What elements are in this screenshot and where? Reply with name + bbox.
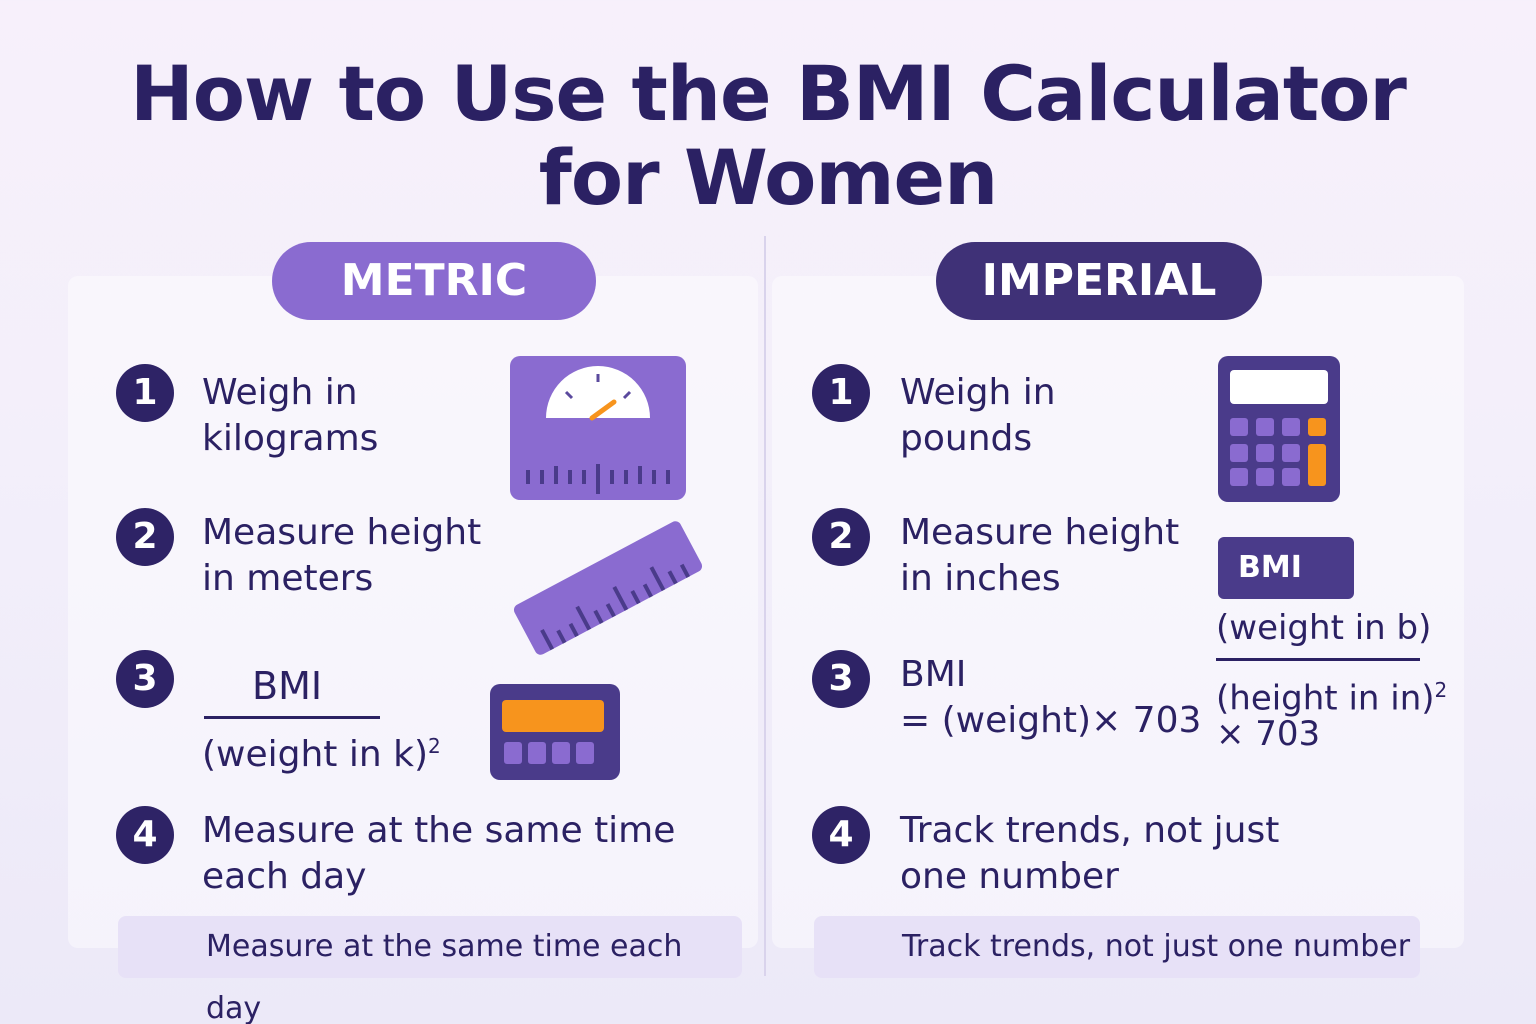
imperial-tip: Track trends, not just one number [814,916,1420,978]
metric-step-4-line1: Measure at the same time [202,810,676,851]
imperial-formula-multiplier: × 703 [1216,714,1321,754]
metric-step-2: Measure height in meters [202,510,481,602]
imperial-step-4: Track trends, not just one number [900,808,1279,900]
calculator-icon [490,684,620,780]
imperial-step-2: Measure height in inches [900,510,1179,602]
imperial-formula-numerator: (weight in b) [1216,608,1432,648]
step-number-4: 4 [812,806,870,864]
metric-formula-bar [204,716,380,719]
step-number-1: 1 [116,364,174,422]
imperial-step-1-line2: pounds [900,418,1033,459]
step-number-3: 3 [116,650,174,708]
metric-step-2-line1: Measure height [202,512,482,553]
calculator-icon [1218,356,1340,502]
title-line-2: for Women [538,133,998,222]
metric-step-2-line2: in meters [202,558,374,599]
imperial-step-1-line1: Weigh in [900,372,1056,413]
step-number-4: 4 [116,806,174,864]
imperial-step-3-line2: = (weight)× 703 [900,700,1202,741]
imperial-formula-bar [1216,658,1420,661]
metric-step-4-line2: each day [202,856,367,897]
metric-formula-denominator-text: (weight in k) [202,734,429,775]
page-title: How to Use the BMI Calculator for Women [0,52,1536,220]
metric-formula-denominator: (weight in k)2 [202,734,441,775]
ruler-icon [513,521,703,655]
metric-formula-numerator: BMI [252,664,323,708]
imperial-step-3: BMI = (weight)× 703 [900,652,1201,744]
metric-step-4: Measure at the same time each day [202,808,675,900]
imperial-step-2-line1: Measure height [900,512,1180,553]
step-number-2: 2 [116,508,174,566]
column-divider [764,236,766,976]
imperial-panel [772,276,1464,948]
imperial-step-4-line1: Track trends, not just [900,810,1280,851]
bmi-label-box: BMI [1218,537,1354,599]
imperial-step-4-line2: one number [900,856,1119,897]
metric-step-1-line2: kilograms [202,418,379,459]
imperial-formula-denominator: (height in in)2 [1216,668,1447,720]
metric-step-1: Weigh in kilograms [202,370,378,462]
imperial-step-3-line1: BMI [900,654,967,695]
metric-step-1-line1: Weigh in [202,372,358,413]
metric-tip: Measure at the same time each day [118,916,742,1024]
scale-icon [510,356,686,500]
imperial-step-2-line2: in inches [900,558,1061,599]
imperial-tab[interactable]: IMPERIAL [936,242,1262,320]
imperial-formula-exponent: 2 [1434,678,1448,702]
metric-tab[interactable]: METRIC [272,242,596,320]
step-number-2: 2 [812,508,870,566]
imperial-formula-denominator-text: (height in in) [1216,678,1435,719]
imperial-step-1: Weigh in pounds [900,370,1056,462]
step-number-1: 1 [812,364,870,422]
step-number-3: 3 [812,650,870,708]
metric-formula-exponent: 2 [428,734,441,758]
title-line-1: How to Use the BMI Calculator [130,49,1407,138]
